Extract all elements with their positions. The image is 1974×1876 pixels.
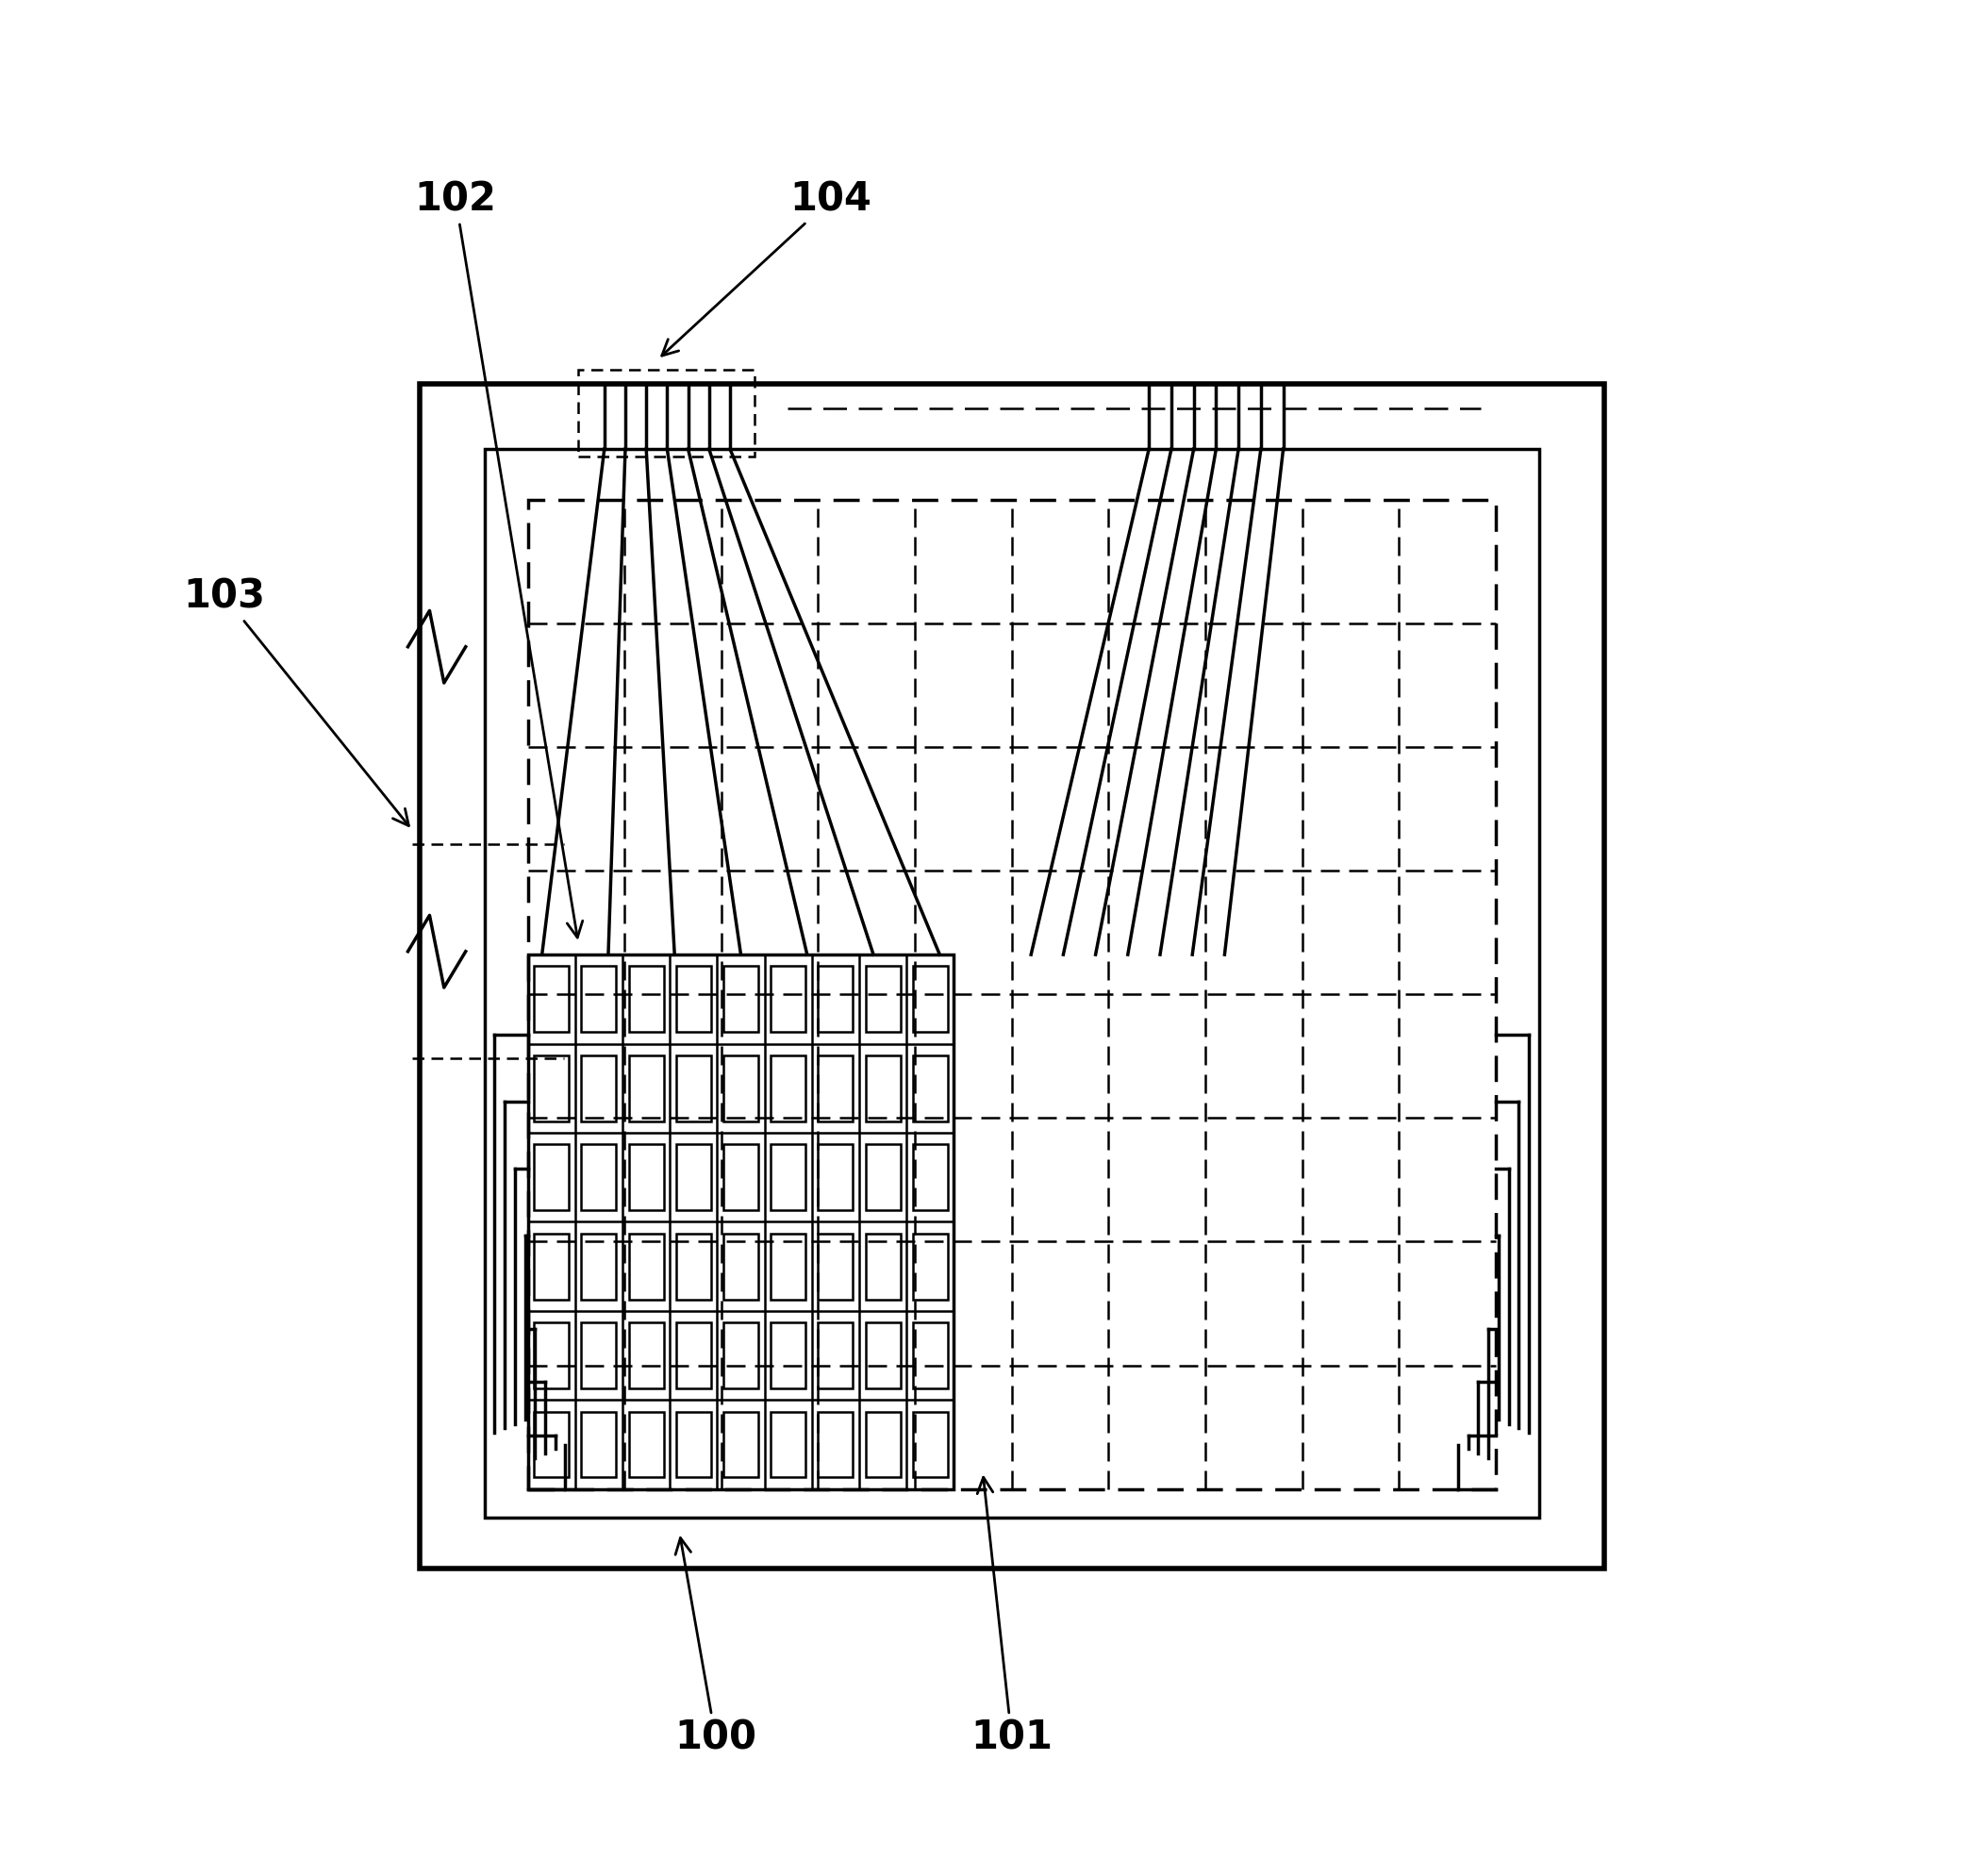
Bar (770, 966, 805, 1032)
Bar (817, 1056, 853, 1122)
Bar (675, 1056, 711, 1122)
Bar (533, 1233, 569, 1300)
Bar (675, 1144, 711, 1210)
Bar (628, 1233, 663, 1300)
Bar (912, 1411, 948, 1478)
Bar (675, 966, 711, 1032)
Bar (628, 1323, 663, 1388)
Bar (533, 1056, 569, 1122)
Bar (527, 499, 1496, 1490)
Bar (722, 1144, 758, 1210)
Bar (770, 1233, 805, 1300)
Bar (484, 448, 1540, 1518)
Bar (580, 1233, 616, 1300)
Bar (912, 1056, 948, 1122)
Bar (533, 1411, 569, 1478)
Bar (912, 1233, 948, 1300)
Bar (865, 1233, 900, 1300)
Bar (533, 966, 569, 1032)
Bar (580, 966, 616, 1032)
Bar (865, 1411, 900, 1478)
Bar (675, 1411, 711, 1478)
Text: 101: 101 (971, 1476, 1052, 1758)
Text: 102: 102 (415, 180, 582, 938)
Bar (722, 1323, 758, 1388)
Bar (770, 1411, 805, 1478)
Bar (628, 1411, 663, 1478)
Bar (770, 1144, 805, 1210)
Bar (675, 1323, 711, 1388)
Bar (533, 1323, 569, 1388)
Bar (628, 1144, 663, 1210)
Bar (912, 1144, 948, 1210)
Bar (817, 1411, 853, 1478)
Bar (628, 1056, 663, 1122)
Bar (578, 370, 754, 456)
Bar (580, 1323, 616, 1388)
Bar (770, 1056, 805, 1122)
Bar (722, 966, 758, 1032)
Bar (628, 966, 663, 1032)
Text: 104: 104 (661, 180, 873, 356)
Bar (675, 1233, 711, 1300)
Bar (722, 1056, 758, 1122)
Text: 103: 103 (184, 576, 409, 825)
Bar (865, 966, 900, 1032)
Bar (722, 1411, 758, 1478)
Bar (817, 966, 853, 1032)
Bar (817, 1144, 853, 1210)
Bar (770, 1323, 805, 1388)
Bar (865, 1144, 900, 1210)
Bar (722, 1233, 758, 1300)
Bar (912, 966, 948, 1032)
Bar (533, 1144, 569, 1210)
Bar (580, 1056, 616, 1122)
Bar (817, 1323, 853, 1388)
Bar (580, 1144, 616, 1210)
Bar (580, 1411, 616, 1478)
Bar (912, 1323, 948, 1388)
Text: 100: 100 (675, 1538, 756, 1758)
Bar (865, 1056, 900, 1122)
Bar (817, 1233, 853, 1300)
Bar (865, 1323, 900, 1388)
Bar (527, 955, 953, 1490)
Bar (418, 385, 1605, 1568)
